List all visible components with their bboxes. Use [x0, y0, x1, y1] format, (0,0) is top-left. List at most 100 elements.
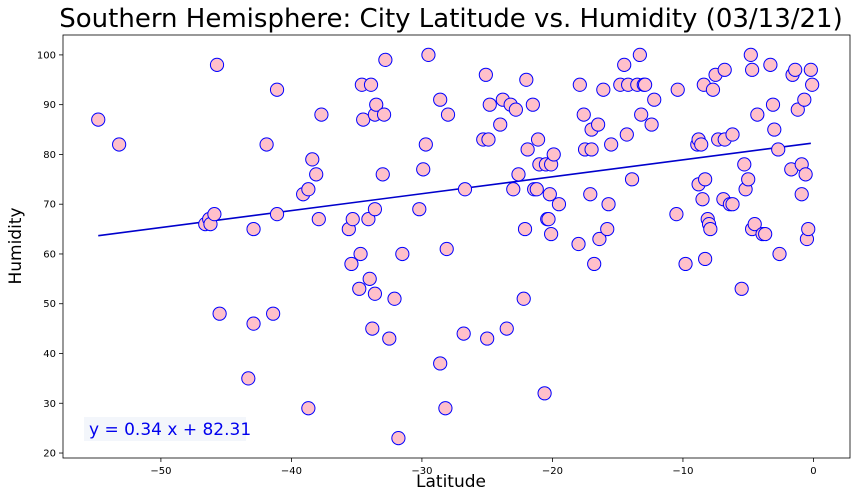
data-point [361, 212, 376, 227]
x-tick-label: −50 [150, 466, 171, 477]
data-point [600, 221, 615, 237]
data-point [246, 316, 261, 331]
data-point [493, 117, 508, 132]
data-point [440, 107, 456, 122]
data-point [517, 221, 533, 237]
data-point [551, 197, 567, 212]
data-point [362, 271, 377, 286]
data-point [482, 97, 497, 112]
data-point [345, 212, 360, 227]
data-point [367, 202, 383, 217]
y-tick-label: 60 [43, 249, 56, 260]
data-point [269, 82, 285, 97]
x-axis: −50 −40 −30 −20 −10 0 [150, 458, 817, 477]
data-point [617, 57, 632, 72]
data-point [805, 77, 820, 92]
data-point [209, 57, 225, 72]
data-point [745, 62, 760, 77]
data-point [803, 62, 818, 77]
data-point [632, 47, 647, 63]
data-point [592, 231, 607, 247]
data-point [456, 326, 471, 341]
data-point [591, 117, 606, 132]
data-point [439, 241, 454, 257]
data-point [457, 182, 473, 197]
data-point [596, 82, 611, 97]
data-point [365, 321, 380, 336]
data-point [266, 306, 281, 321]
data-point [508, 102, 523, 117]
data-point [369, 97, 384, 112]
data-point [309, 167, 324, 182]
data-point [207, 207, 222, 222]
y-axis-label: Humidity [6, 207, 26, 284]
data-point [705, 82, 721, 97]
data-point [644, 117, 659, 132]
data-point [375, 167, 390, 182]
data-point [758, 226, 773, 242]
regression-equation: y = 0.34 x + 82.31 [89, 420, 251, 440]
data-point [519, 72, 534, 87]
data-point [376, 107, 392, 122]
data-point [698, 172, 713, 187]
y-tick-label: 20 [43, 449, 56, 460]
data-point [529, 182, 544, 197]
equation-box [84, 417, 246, 441]
x-tick-label: 0 [810, 466, 816, 477]
data-point [506, 182, 521, 197]
y-tick-label: 50 [43, 299, 56, 310]
data-point [387, 291, 402, 306]
data-point [367, 286, 383, 301]
x-tick-label: −30 [411, 466, 432, 477]
data-point [788, 62, 803, 77]
data-point [767, 122, 782, 137]
data-point [378, 52, 393, 67]
data-point [634, 107, 649, 122]
data-point [584, 142, 599, 157]
data-point [481, 132, 496, 147]
data-point [546, 147, 561, 162]
data-point [516, 291, 531, 306]
data-point [763, 57, 778, 72]
data-point [525, 97, 540, 112]
data-point [314, 107, 329, 122]
scatter-points [91, 47, 820, 446]
data-point [601, 197, 616, 212]
data-point [737, 157, 752, 172]
data-point [259, 137, 274, 152]
y-axis: 20 30 40 50 60 70 80 90 100 [37, 50, 63, 460]
data-point [91, 112, 106, 127]
data-point [694, 137, 709, 152]
data-point [421, 47, 436, 63]
data-point [669, 207, 684, 222]
data-point [771, 142, 786, 157]
y-tick-label: 100 [37, 50, 56, 61]
data-point [637, 77, 653, 92]
data-point [511, 167, 526, 182]
y-tick-label: 30 [43, 399, 56, 410]
data-point [544, 226, 559, 242]
y-tick-label: 40 [43, 349, 56, 360]
data-point [678, 256, 693, 272]
data-point [604, 137, 619, 152]
data-point [537, 386, 552, 401]
data-point [356, 112, 371, 127]
data-point [571, 236, 586, 252]
data-point [765, 97, 781, 112]
data-point [480, 331, 495, 346]
data-point [703, 221, 718, 237]
data-point [725, 127, 740, 142]
data-point [790, 102, 805, 117]
x-tick-label: −10 [672, 466, 693, 477]
plot-area [62, 34, 851, 459]
data-point [794, 187, 809, 202]
data-point [301, 182, 316, 197]
data-point [395, 246, 410, 262]
data-point [391, 430, 406, 446]
data-point [416, 162, 431, 177]
data-point [344, 256, 359, 272]
data-point [246, 221, 261, 237]
data-point [433, 356, 448, 371]
data-point [382, 331, 397, 346]
